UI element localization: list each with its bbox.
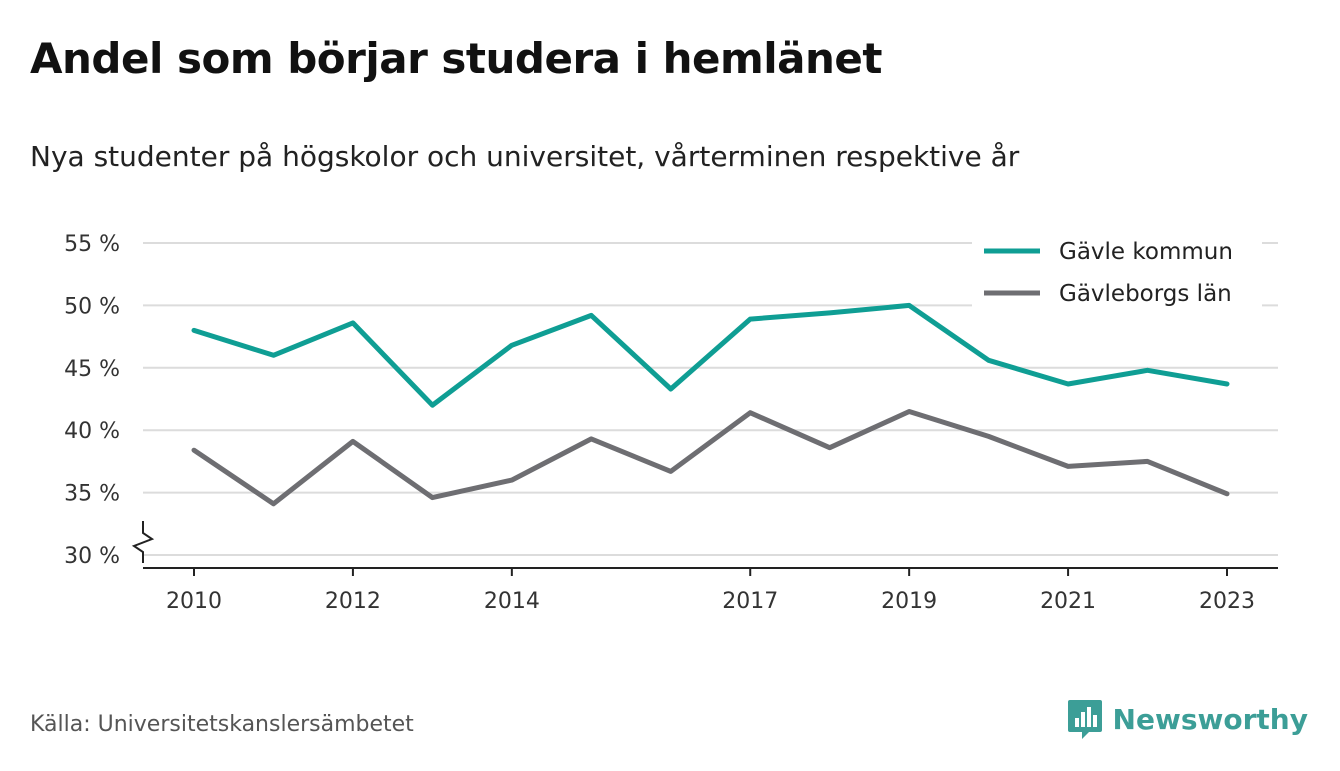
legend: Gävle kommun Gävleborgs län [972,232,1262,320]
x-tick-label: 2014 [484,589,540,614]
y-tick-label: 55 % [64,232,120,257]
x-tick-label: 2019 [881,589,937,614]
chart-title: Andel som börjar studera i hemlänet [30,34,883,83]
y-tick-label: 35 % [64,482,120,507]
axis-break-icon [131,521,155,563]
x-tick-label: 2017 [722,589,778,614]
x-tick-label: 2010 [166,589,222,614]
brand-name: Newsworthy [1112,702,1308,736]
legend-label: Gävle kommun [1059,239,1233,265]
brand-logo[interactable]: Newsworthy [1067,698,1308,740]
bar-chart-logo-icon [1067,700,1102,739]
series-line-1 [191,409,1230,507]
legend-background [972,232,1262,320]
x-tick-label: 2021 [1040,589,1096,614]
y-tick-label: 50 % [64,294,120,319]
source-note: Källa: Universitetskanslersämbetet [30,712,414,737]
chart-subtitle: Nya studenter på högskolor och universit… [30,140,1020,173]
series-line-0 [191,302,1230,408]
series-lines [191,302,1230,507]
y-tick-label: 40 % [64,419,120,444]
y-tick-label: 30 % [64,544,120,569]
legend-label: Gävleborgs län [1059,281,1232,307]
x-tick-label: 2023 [1199,589,1255,614]
gridlines [143,242,1278,556]
y-axis-ticks: 55 % 50 % 45 % 40 % 35 % 30 % [64,232,120,569]
x-tick-label: 2012 [325,589,381,614]
y-tick-label: 45 % [64,357,120,382]
x-axis: 2010 2012 2014 2017 2019 2021 2023 [131,521,1278,614]
